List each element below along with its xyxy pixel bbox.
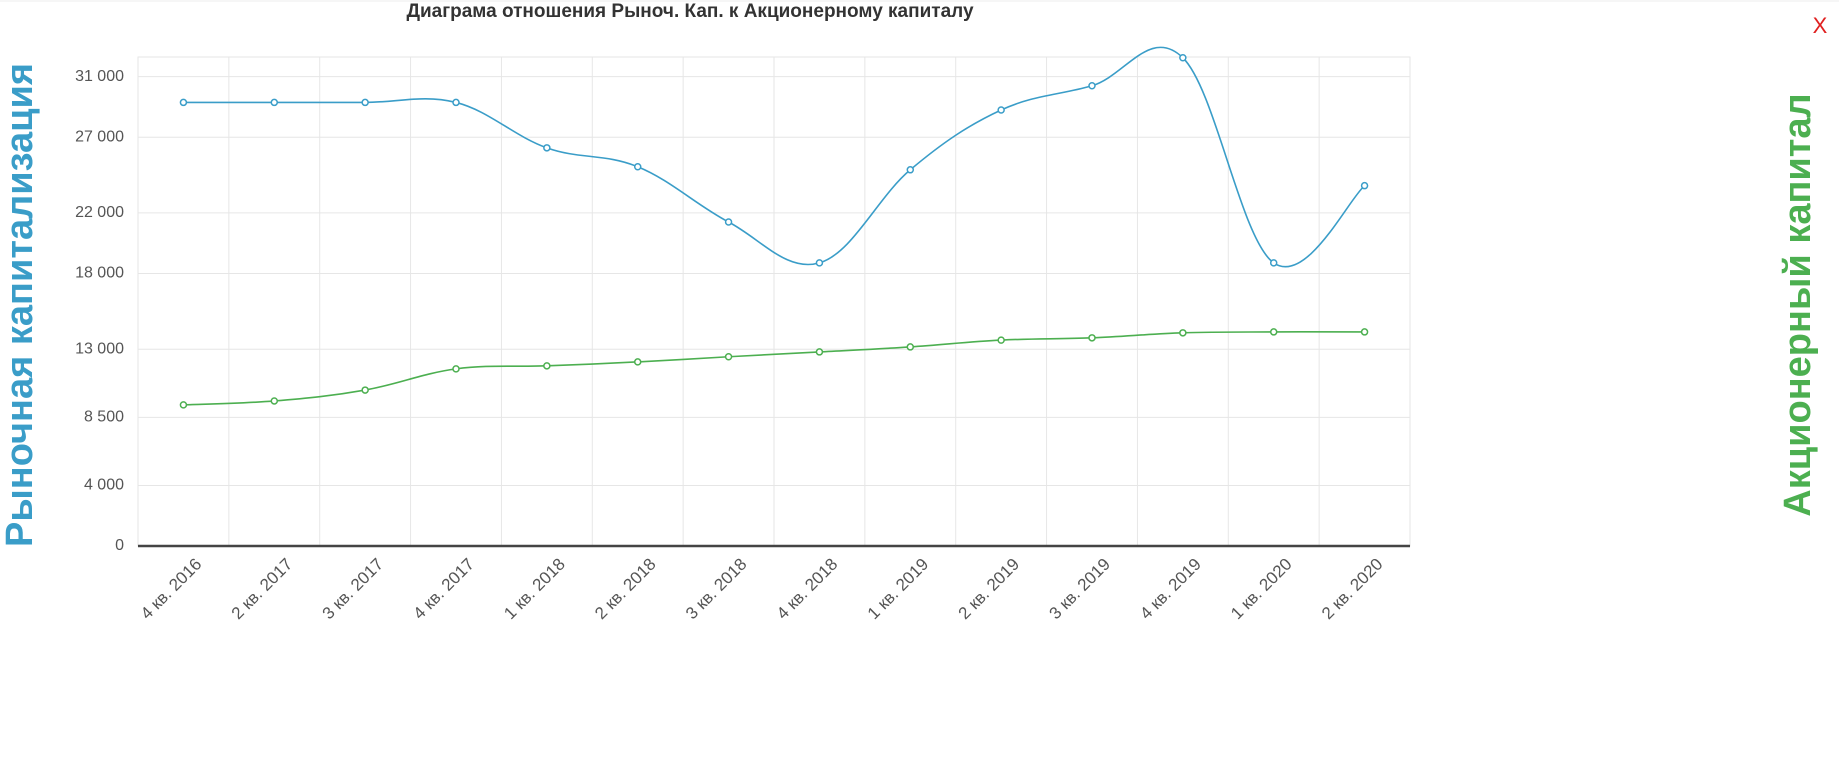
x-tick-label: 2 кв. 2020 [1318,555,1387,624]
data-point [452,98,460,107]
data-point [815,348,824,356]
x-tick-label: 1 кв. 2019 [864,555,933,624]
data-point [906,166,915,174]
x-tick-label: 1 кв. 2018 [500,555,569,624]
data-point [179,401,188,409]
data-point [1360,181,1369,190]
x-tick-label: 3 кв. 2018 [682,555,751,624]
data-point [1088,334,1096,342]
data-point [179,98,188,107]
data-point [906,343,915,351]
data-point [543,144,551,152]
x-tick-label: 4 кв. 2018 [773,555,842,624]
data-point [633,163,642,171]
data-point [361,386,369,394]
data-point [997,106,1005,114]
data-point [815,259,824,267]
close-button[interactable]: X [1813,13,1828,38]
y-tick-label: 8 500 [84,409,124,426]
x-tick-label: 2 кв. 2017 [228,555,297,624]
data-point [1360,328,1369,336]
data-point [1088,82,1096,90]
x-tick-label: 3 кв. 2019 [1045,555,1114,624]
data-point [633,358,642,366]
chart-title: Диаграма отношения Рыноч. Кап. к Акционе… [406,1,974,22]
series-line [183,331,1365,406]
data-point [1179,54,1187,62]
data-point [1269,328,1278,336]
data-point [997,336,1005,344]
y2-axis-title: Акционерный капитал [1777,93,1819,516]
x-tick-label: 4 кв. 2016 [137,555,206,624]
x-tick-label: 3 кв. 2017 [319,555,388,624]
data-point [1179,329,1187,337]
x-tick-label: 4 кв. 2017 [409,555,478,624]
y-tick-label: 13 000 [75,340,124,357]
y-tick-label: 27 000 [75,128,124,145]
y-tick-label: 18 000 [75,265,124,282]
y-tick-label: 31 000 [75,68,124,85]
y-tick-label: 22 000 [75,204,124,221]
x-tick-label: 4 кв. 2019 [1136,555,1205,624]
data-point [270,397,279,405]
x-tick-label: 2 кв. 2019 [955,555,1024,624]
data-point [724,353,733,361]
data-point [724,218,733,226]
data-point [1269,259,1278,267]
x-tick-label: 2 кв. 2018 [591,555,660,624]
y-axis-title: Рыночная капитализация [0,63,41,547]
y-tick-label: 0 [115,537,124,554]
y-tick-label: 4 000 [84,477,124,494]
x-tick-label: 1 кв. 2020 [1227,555,1296,624]
data-point [270,98,279,107]
data-point [361,98,369,107]
data-point [452,365,460,373]
data-point [543,362,551,370]
